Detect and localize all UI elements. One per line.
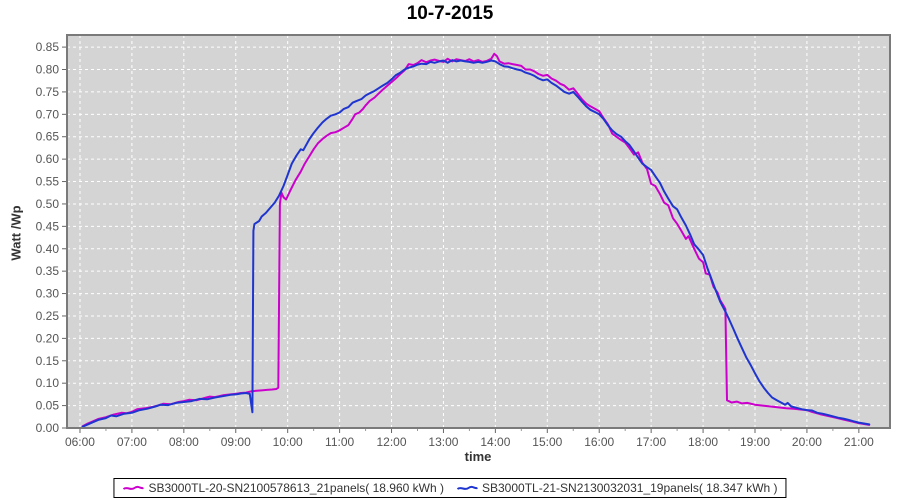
y-axis-label: Watt /Wp: [8, 205, 24, 261]
x-tick-label: 11:00: [325, 435, 354, 449]
y-tick-label: 0.05: [36, 399, 60, 413]
legend-line-swatch-blue: [456, 485, 478, 490]
y-tick-label: 0.20: [36, 331, 60, 345]
x-tick-label: 19:00: [740, 435, 770, 449]
x-tick-label: 09:00: [221, 435, 251, 449]
y-tick-label: 0.85: [36, 40, 60, 54]
y-tick-label: 0.15: [36, 354, 60, 368]
y-tick-label: 0.35: [36, 264, 60, 278]
series-line-1: [81, 59, 871, 428]
y-tick-label: 0.75: [36, 85, 60, 99]
x-tick-label: 20:00: [792, 435, 822, 449]
x-tick-label: 06:00: [65, 435, 95, 449]
x-tick-label: 12:00: [377, 435, 407, 449]
x-tick-label: 18:00: [688, 435, 718, 449]
legend-label: SB3000TL-20-SN2100578613_21panels( 18.96…: [148, 481, 444, 495]
x-tick-label: 15:00: [532, 435, 562, 449]
legend-item-sb3000tl-20: SB3000TL-20-SN2100578613_21panels( 18.96…: [122, 481, 444, 495]
x-tick-label: 17:00: [636, 435, 666, 449]
x-tick-label: 13:00: [428, 435, 458, 449]
y-tick-label: 0.10: [36, 376, 60, 390]
plot-area: [67, 35, 890, 428]
y-tick-label: 0.25: [36, 309, 60, 323]
legend-line-swatch-magenta: [122, 485, 144, 490]
x-tick-label: 21:00: [844, 435, 874, 449]
y-tick-label: 0.70: [36, 107, 60, 121]
chart-title: 10-7-2015: [406, 3, 494, 24]
y-tick-label: 0.80: [36, 63, 60, 77]
x-tick-label: 07:00: [117, 435, 147, 449]
y-tick-label: 0.40: [36, 242, 60, 256]
legend: SB3000TL-20-SN2100578613_21panels( 18.96…: [113, 478, 787, 498]
y-tick-label: 0.55: [36, 175, 60, 189]
y-tick-label: 0.30: [36, 287, 60, 301]
y-tick-label: 0.65: [36, 130, 60, 144]
y-tick-label: 0.45: [36, 219, 60, 233]
x-axis-label: time: [464, 449, 492, 464]
plot-border: [66, 34, 891, 429]
legend-label: SB3000TL-21-SN2130032031_19panels( 18.34…: [482, 481, 778, 495]
legend-item-sb3000tl-21: SB3000TL-21-SN2130032031_19panels( 18.34…: [456, 481, 778, 495]
x-tick-label: 16:00: [584, 435, 614, 449]
chart-canvas: 0.00 0.05 0.10 0.15 0.20 0.25 0.30 0.35 0.40 0.45…: [36, 34, 891, 449]
y-tick-label: 0.60: [36, 152, 60, 166]
x-tick-label: 10:00: [273, 435, 303, 449]
y-tick-label: 0.50: [36, 197, 60, 211]
y-tick-label: 0.00: [36, 421, 60, 435]
x-tick-label: 14:00: [480, 435, 510, 449]
x-tick-label: 08:00: [169, 435, 199, 449]
